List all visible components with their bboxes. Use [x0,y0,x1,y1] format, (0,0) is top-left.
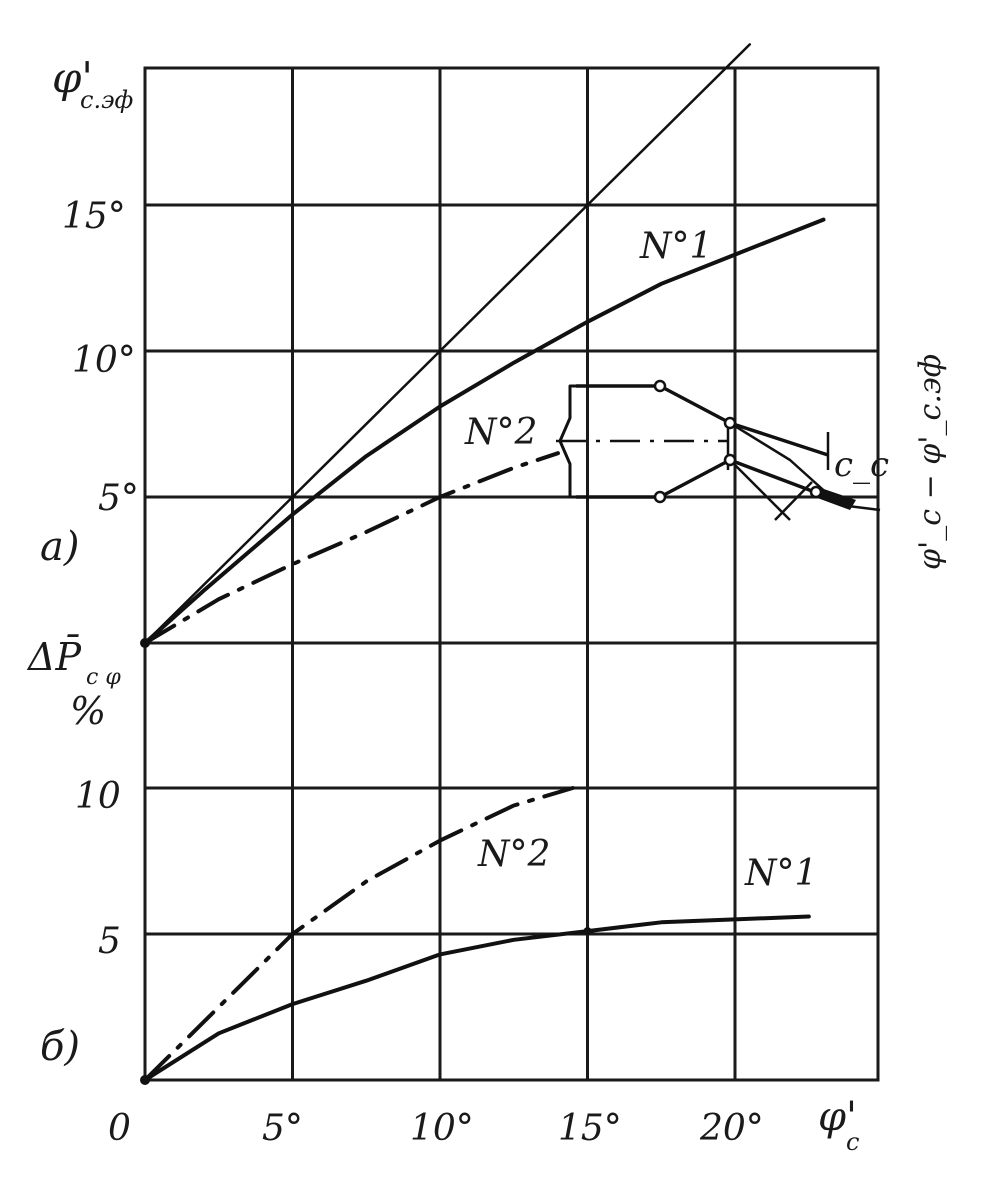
series-label-n2-top: N°2 [464,412,537,453]
panel-a-ylabel-sub: с.эф [80,86,133,114]
series-b-n1-thick-solid [143,914,811,1082]
grid [143,66,880,1082]
series-a-n2-dash-dot [143,451,560,645]
panel-b-ytick-5: 5 [98,921,121,962]
panel-a-label: а) [40,524,79,570]
inset-node-4 [723,453,737,467]
origin-b-dot [140,1075,150,1085]
panel-b-label: б) [40,1024,80,1070]
inset-diagram [556,379,881,521]
panel-b-ylabel-unit: % [70,689,106,733]
xtick-15: 15° [558,1108,622,1149]
series-label-n1-top: N°1 [639,226,712,267]
series-a-reference-thin-solid [143,43,752,645]
panel-a-ytick-15: 15° [62,196,126,237]
curves [140,43,826,1085]
xtick-5: 5° [262,1108,303,1149]
panel-a-ylabel: φ' [52,53,93,102]
panel-b-ylabel-sub: с φ [86,665,121,690]
xtick-10: 10° [410,1108,474,1149]
inset-wedge [812,486,856,510]
series-b-n2-dash-dot [143,786,575,1082]
inset-label-diff: φ'_c − φ'_с.эф [913,354,948,570]
inset-cross-3 [774,481,813,521]
inset-node-3 [723,416,737,430]
intersection-dot [583,927,592,936]
panel-b-ylabel: ΔP̄ [26,635,82,679]
xtick-20: 20° [699,1108,764,1149]
inset-node-5 [809,485,823,499]
inset-cross-2 [729,459,791,521]
xtick-0: 0 [108,1108,131,1149]
inset-upper-slope [659,384,829,457]
xlabel: φ' [818,1094,857,1140]
series-label-n2-bottom: N°2 [477,834,550,875]
plot-frame [143,66,880,1082]
series-a-n1-thick-solid [143,217,826,645]
inset-node-1 [653,379,667,393]
origin-a-dot [140,638,150,648]
inset-label-cc: c_c [834,445,889,485]
panel-a-ytick-5: 5° [98,478,139,519]
xlabel-sub: с [846,1128,859,1156]
panel-a-ytick-10: 10° [72,340,136,381]
inset-node-2 [653,490,667,504]
panel-b-ytick-10: 10 [75,776,121,817]
series-label-n1-bottom: N°1 [744,853,817,894]
